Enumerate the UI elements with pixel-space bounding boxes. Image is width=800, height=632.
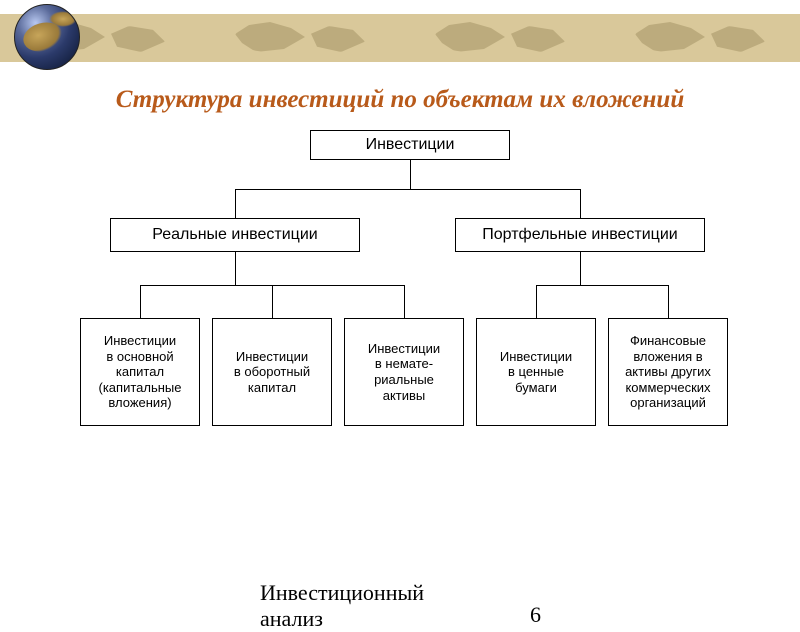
node-l2: Инвестициив оборотныйкапитал	[212, 318, 332, 426]
globe-icon	[14, 4, 80, 70]
node-l5: Финансовыевложения вактивы другихкоммерч…	[608, 318, 728, 426]
connector	[140, 285, 141, 318]
footer-caption: Инвестиционныйанализ	[260, 580, 424, 632]
connector	[580, 189, 581, 218]
node-portf: Портфельные инвестиции	[455, 218, 705, 252]
connector	[272, 285, 273, 318]
node-l1: Инвестициив основнойкапитал(капитальныев…	[80, 318, 200, 426]
node-l3: Инвестициив немате-риальныеактивы	[344, 318, 464, 426]
connector	[536, 285, 668, 286]
world-map-decor	[0, 14, 800, 62]
connector	[235, 252, 236, 285]
connector	[235, 189, 236, 218]
org-chart: Инвестиции Реальные инвестиции Портфельные…	[0, 130, 800, 500]
connector	[410, 160, 411, 189]
connector	[404, 285, 405, 318]
node-real: Реальные инвестиции	[110, 218, 360, 252]
connector	[536, 285, 537, 318]
header-band	[0, 14, 800, 62]
connector	[580, 252, 581, 285]
connector	[668, 285, 669, 318]
footer-page-number: 6	[530, 602, 541, 628]
node-root: Инвестиции	[310, 130, 510, 160]
page-title: Структура инвестиций по объектам их влож…	[0, 86, 800, 114]
node-l4: Инвестициив ценныебумаги	[476, 318, 596, 426]
connector	[235, 189, 580, 190]
